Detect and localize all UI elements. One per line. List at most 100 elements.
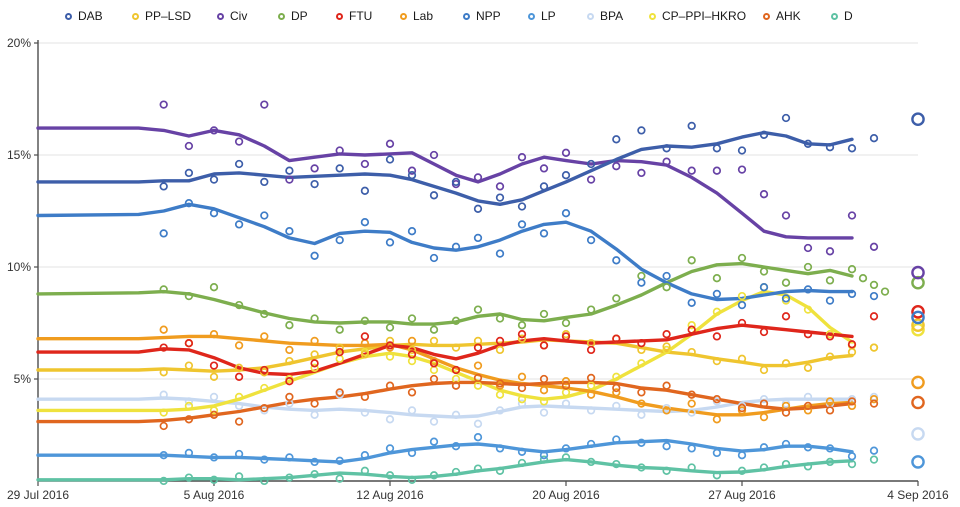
trend-line-Lab	[36, 334, 854, 417]
poll-point-NPP	[209, 209, 219, 218]
y-tick-label: 15%	[7, 148, 31, 162]
poll-point-CP–PPI–HKRO	[803, 305, 813, 314]
poll-point-Civ	[209, 126, 219, 135]
poll-point-D	[539, 455, 549, 464]
poll-point-D	[473, 464, 483, 473]
poll-point-D	[612, 459, 621, 469]
poll-point-NPP	[159, 229, 168, 238]
poll-point-FTU	[159, 343, 168, 352]
poll-point-Lab	[539, 386, 549, 395]
poll-point-Civ	[495, 182, 505, 191]
poll-point-NPP	[712, 289, 722, 299]
poll-point-PP–LSD	[360, 350, 370, 359]
poll-point-Lab	[473, 361, 483, 370]
poll-point-DAB	[360, 186, 370, 195]
poll-point-FTU	[586, 345, 596, 355]
poll-point-BPA	[612, 401, 621, 411]
x-tick-label: 5 Aug 2016	[184, 488, 245, 502]
legend-label: AHK	[776, 9, 801, 23]
poll-point-BPA	[473, 419, 483, 428]
poll-point-FTU	[759, 327, 769, 337]
poll-point-LP	[561, 444, 571, 453]
poll-point-LP	[209, 453, 219, 462]
poll-point-Civ	[234, 137, 244, 146]
poll-point-CP–PPI–HKRO	[612, 372, 621, 381]
poll-point-FTU	[561, 332, 571, 341]
poll-point-AHK	[687, 390, 696, 399]
poll-point-DP	[687, 256, 696, 265]
trend-line-CP–PPI–HKRO	[36, 289, 854, 413]
poll-point-FTU	[310, 359, 319, 368]
poll-point-Lab	[586, 390, 596, 399]
poll-point-AHK	[517, 383, 527, 393]
poll-point-Lab	[285, 345, 294, 355]
poll-point-D	[429, 471, 439, 480]
poll-point-AHK	[803, 401, 813, 411]
poll-point-NPP	[759, 283, 769, 292]
poll-point-LP	[869, 446, 879, 455]
poll-point-D	[637, 463, 646, 472]
poll-point-FTU	[687, 325, 696, 334]
legend-marker-icon	[587, 12, 594, 20]
poll-point-Lab	[561, 377, 571, 386]
poll-point-D	[662, 466, 671, 475]
election-result-AHK	[911, 395, 925, 410]
poll-point-DP	[285, 321, 294, 330]
poll-point-Civ	[429, 150, 439, 160]
legend-label: PP–LSD	[145, 9, 192, 23]
poll-point-PP–LSD	[495, 345, 505, 355]
trend-line-NPP	[36, 202, 854, 302]
poll-point-AHK	[260, 403, 269, 413]
poll-point-D	[184, 473, 194, 482]
poll-point-PP–LSD	[159, 368, 168, 377]
poll-point-PP–LSD	[285, 356, 294, 366]
poll-point-DP	[858, 274, 868, 283]
poll-point-NPP	[184, 199, 194, 208]
poll-point-LP	[234, 449, 244, 459]
poll-point-D	[781, 459, 791, 469]
trend-line-LP	[36, 438, 854, 464]
poll-point-NPP	[847, 289, 857, 299]
chart-legend: DAB PP–LSD Civ DP FTU Lab NPP LP BPA CP–PPI–HKRO A…	[0, 0, 960, 32]
poll-point-FTU	[803, 330, 813, 339]
poll-point-Civ	[310, 164, 319, 173]
poll-point-AHK	[473, 373, 483, 383]
poll-point-LP	[781, 439, 791, 449]
poll-point-NPP	[335, 235, 344, 245]
poll-point-Civ	[687, 166, 696, 175]
poll-point-LP	[184, 448, 194, 458]
poll-point-AHK	[662, 381, 671, 390]
poll-point-AHK	[737, 403, 747, 413]
poll-point-PP–LSD	[825, 352, 835, 361]
poll-point-D	[869, 455, 879, 464]
poll-point-DAB	[429, 191, 439, 200]
poll-point-PP–LSD	[429, 336, 439, 346]
poll-point-DAB	[159, 182, 168, 191]
poll-point-Civ	[803, 243, 813, 253]
poll-point-BPA	[539, 408, 549, 417]
legend-item-FTU: FTU	[336, 9, 372, 23]
poll-point-NPP	[662, 271, 671, 281]
poll-point-LP	[687, 444, 696, 453]
poll-point-LP	[159, 451, 168, 460]
poll-point-BPA	[360, 408, 370, 417]
election-result-LP	[911, 455, 925, 469]
poll-point-DP	[561, 318, 571, 328]
poll-point-D	[385, 471, 395, 480]
poll-point-CP–PPI–HKRO	[637, 359, 646, 368]
poll-point-Lab	[687, 399, 696, 408]
trend-line-DP	[36, 261, 854, 326]
poll-point-Lab	[517, 372, 527, 381]
poll-point-PP–LSD	[517, 334, 527, 343]
poll-point-DP	[662, 283, 671, 292]
election-result-BPA	[911, 427, 925, 441]
legend-item-Civ: Civ	[217, 9, 247, 23]
legend-marker-icon	[763, 12, 770, 20]
poll-point-Civ	[847, 211, 857, 220]
poll-point-FTU	[737, 318, 747, 328]
poll-point-DP	[737, 253, 747, 263]
poll-point-NPP	[781, 294, 791, 303]
poll-point-Civ	[737, 165, 747, 174]
legend-label: NPP	[476, 9, 501, 23]
